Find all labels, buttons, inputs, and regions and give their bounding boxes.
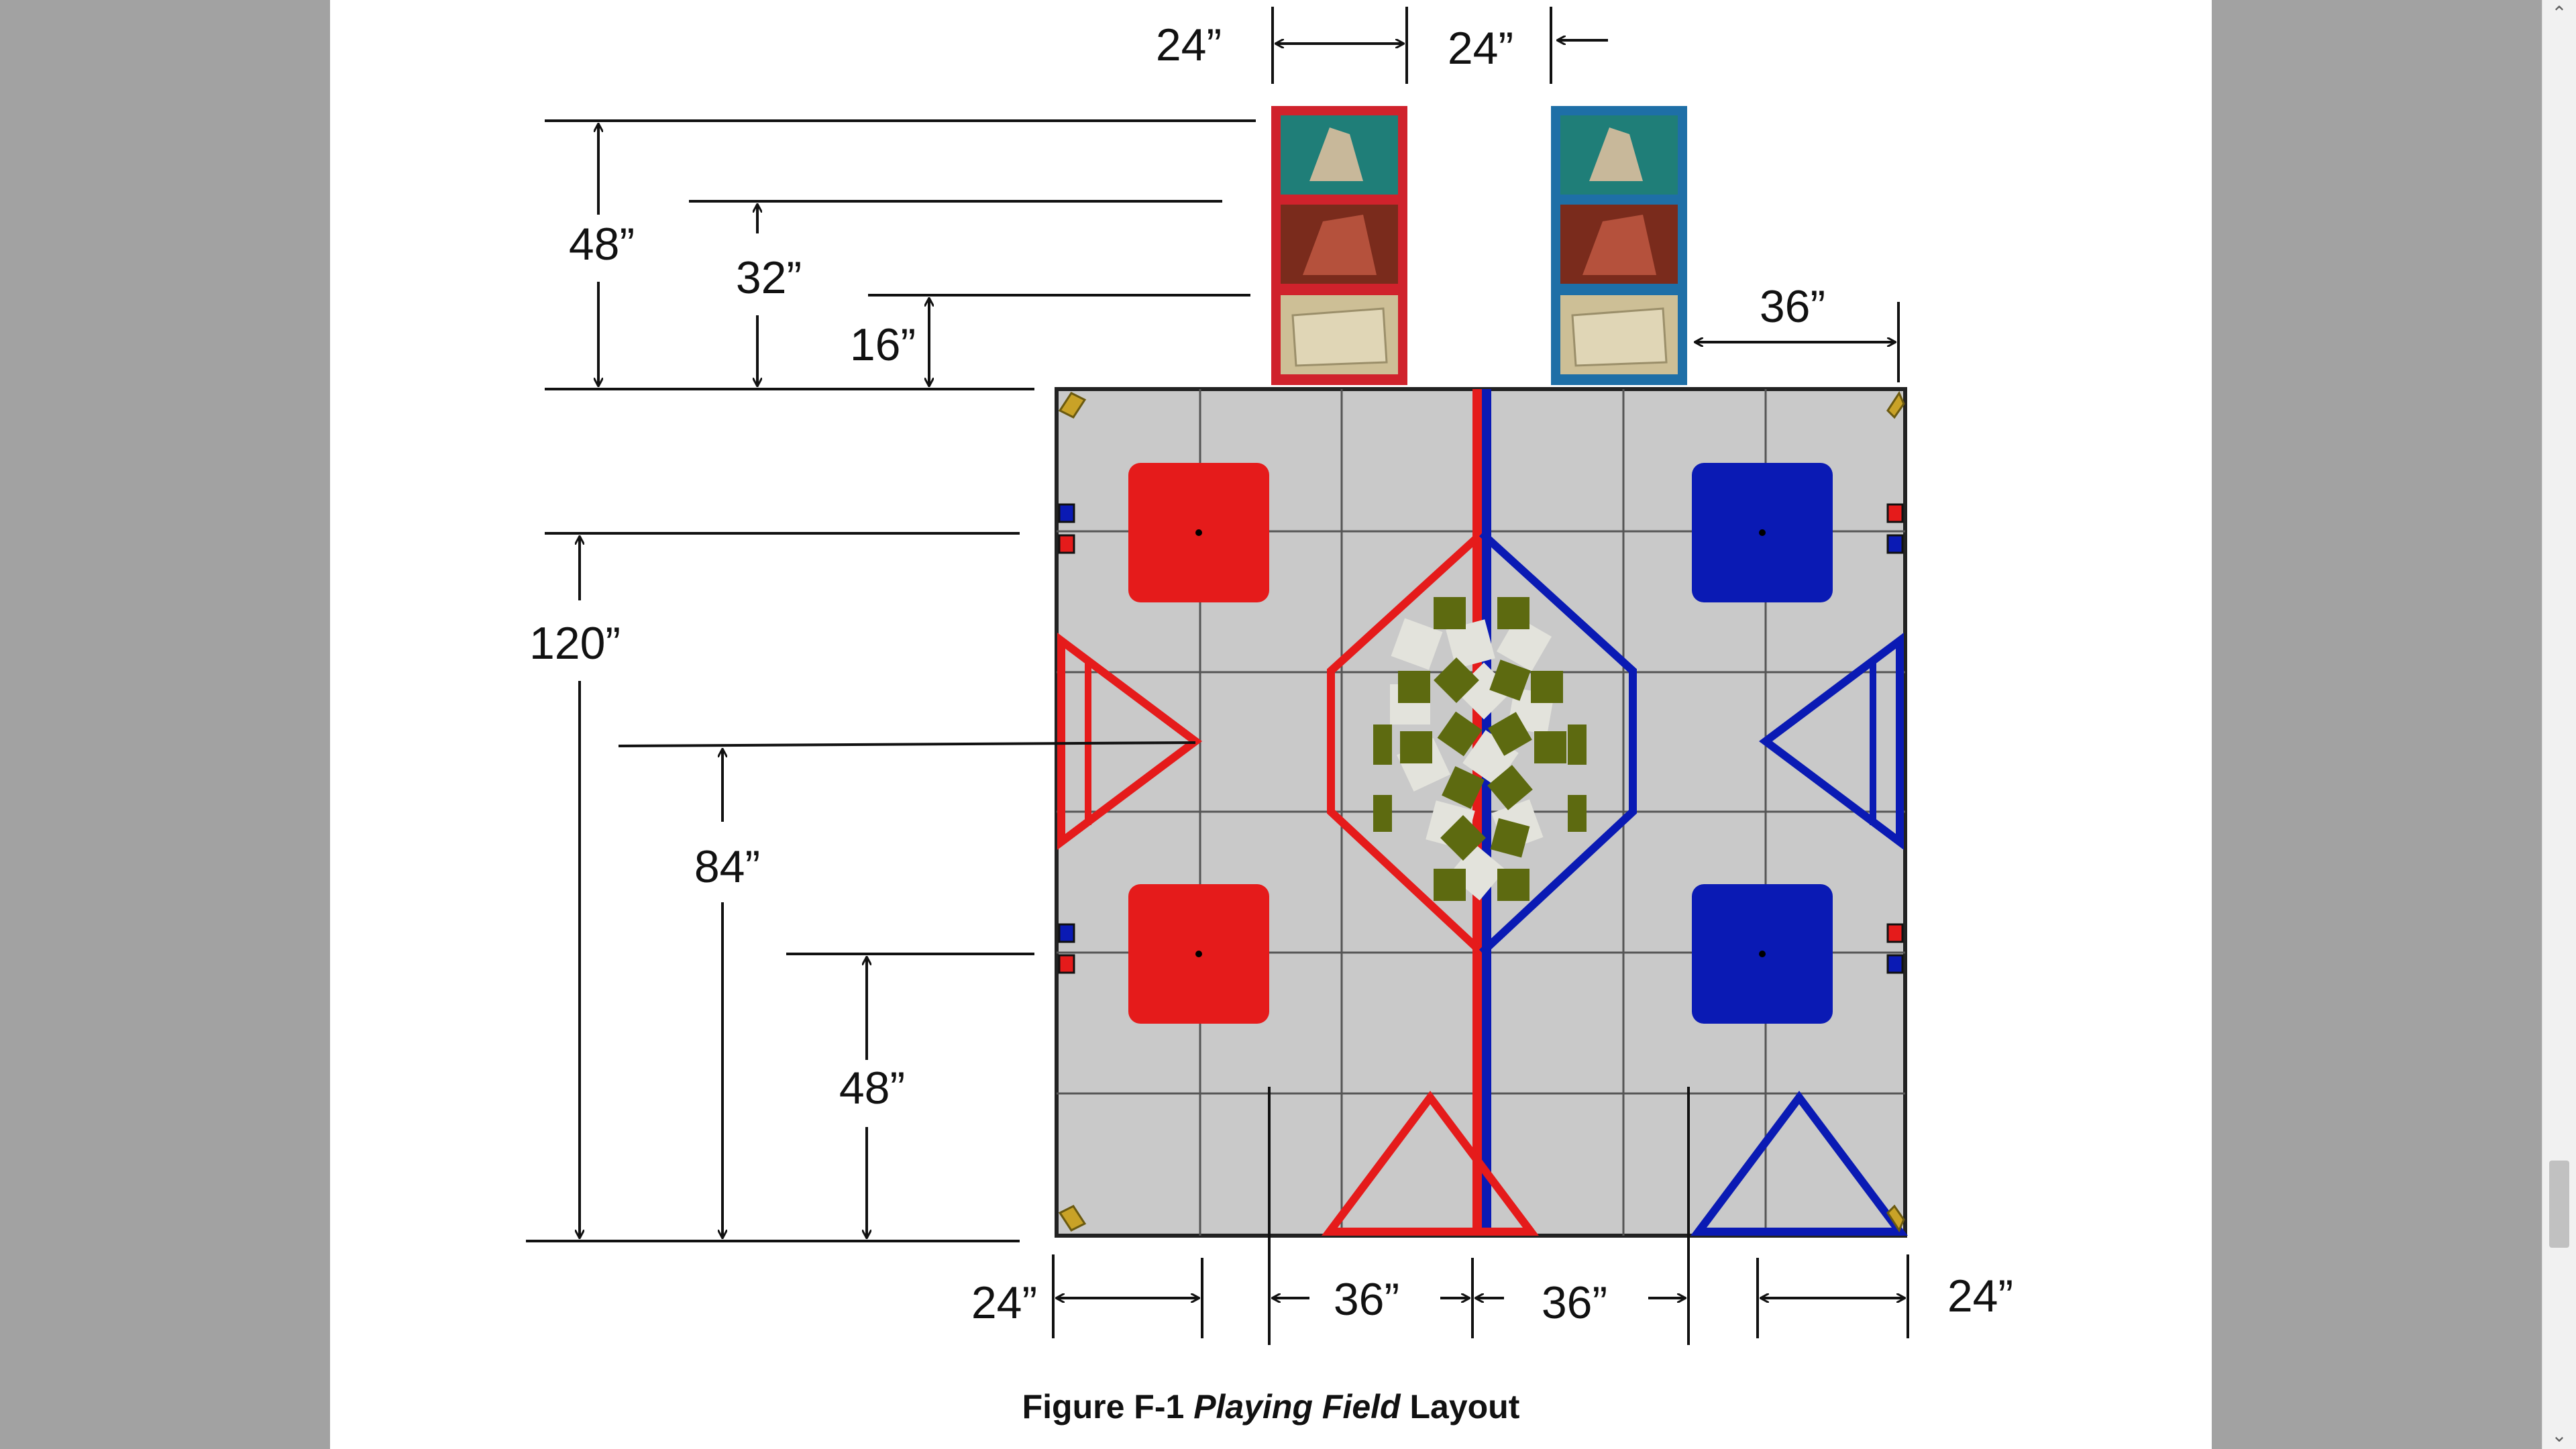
scroll-thumb[interactable] xyxy=(2549,1161,2569,1248)
blue-tower xyxy=(1551,106,1687,385)
dim-panel-16: 16” xyxy=(850,319,916,370)
caption-prefix: Figure F-1 xyxy=(1022,1388,1194,1426)
dim-top-gap-24: 24” xyxy=(1448,23,1513,74)
dim-bottom-left-24: 24” xyxy=(971,1277,1037,1328)
dim-bottom-right-24: 24” xyxy=(1947,1271,2013,1322)
chevron-up-icon[interactable]: ⌃ xyxy=(2551,2,2567,24)
dimension-lines xyxy=(526,7,1909,1345)
dim-top-left-24: 24” xyxy=(1156,19,1222,70)
red-tower xyxy=(1271,106,1407,385)
dimension-labels: 24” 24” 48” 32” 16” 36” 120” 84” 48” 24”… xyxy=(529,19,2013,1328)
dim-tower-offset-36: 36” xyxy=(1760,281,1825,332)
chevron-down-icon[interactable]: ⌄ xyxy=(2551,1424,2567,1446)
dim-lower-zone-48: 48” xyxy=(839,1063,905,1114)
dim-triangle-84: 84” xyxy=(694,841,760,892)
dim-bottom-center-right-36: 36” xyxy=(1542,1277,1607,1328)
vertical-scrollbar[interactable]: ⌃ ⌄ xyxy=(2542,0,2576,1449)
figure-caption: Figure F-1 Playing Field Layout xyxy=(330,1387,2212,1426)
playing-field xyxy=(1055,387,1908,1238)
dim-bottom-center-left-36: 36” xyxy=(1334,1274,1399,1325)
dim-field-length-120: 120” xyxy=(529,618,621,669)
document-page: 24” 24” 48” 32” 16” 36” 120” 84” 48” 24”… xyxy=(330,0,2212,1449)
playing-field-figure: 24” 24” 48” 32” 16” 36” 120” 84” 48” 24”… xyxy=(525,7,2013,1345)
caption-suffix: Layout xyxy=(1400,1388,1520,1426)
game-piece-cluster xyxy=(1373,597,1587,901)
dim-panel-32: 32” xyxy=(736,252,802,303)
caption-italic: Playing Field xyxy=(1193,1388,1401,1426)
dim-tower-height-48: 48” xyxy=(569,219,635,270)
